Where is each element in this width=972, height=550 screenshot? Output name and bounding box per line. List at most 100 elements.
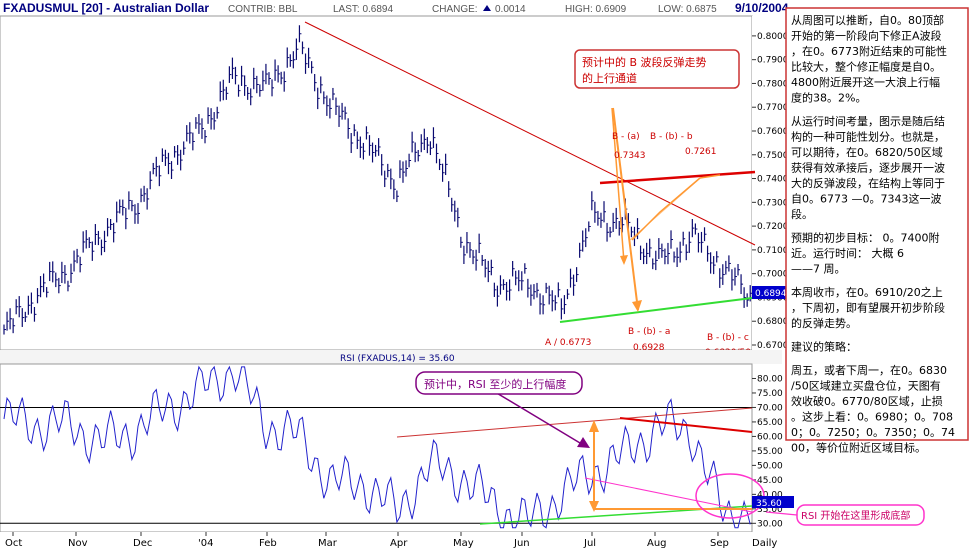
- annotation-line: 的反弹走势。: [791, 316, 857, 330]
- wave-label-bbb: B - (b) - b: [650, 132, 693, 142]
- rsi-title-bar: [0, 350, 782, 364]
- price-tick-label-7: 0.7300: [757, 198, 789, 208]
- wave-label-a: A / 0.6773: [545, 338, 591, 348]
- x-tick-label-1: Nov: [68, 538, 88, 549]
- wave-value-ba: 0.7343: [614, 151, 646, 161]
- rsi-tick-label-8: 40.00: [757, 490, 783, 500]
- annotation-line: 比较大，整个修正幅度是自0。: [791, 60, 941, 74]
- callout-arrow-2: [611, 107, 625, 263]
- price-tick-label-9: 0.7100: [757, 246, 789, 256]
- rsi-pink-line: [584, 477, 753, 513]
- channel-callout-text-1: 预计中的 B 波段反弹走势: [582, 55, 707, 69]
- rsi-last-value: 35.60: [756, 499, 782, 509]
- annotation-line: 。这步上看：0。6980；0。708: [791, 410, 953, 424]
- price-tick-label-3: 0.7700: [757, 103, 789, 113]
- rsi-callout-arrowhead-icon: [577, 437, 590, 448]
- price-bars: [3, 25, 753, 335]
- rsi-title: RSI (FXADUS,14) = 35.60: [340, 354, 455, 364]
- rsi-tick-label-1: 75.00: [757, 389, 783, 399]
- x-tick-label-11: Sep: [710, 538, 729, 549]
- upper-channel-line: [599, 170, 756, 185]
- x-axis: Oct Nov Dec '04 Feb Mar Apr May Jun Jul Aug Sep Dail…: [5, 532, 777, 549]
- rsi-tick-label-10: 30.00: [757, 519, 783, 529]
- rsi-upper-red: [619, 417, 753, 433]
- projection-path-2: [629, 179, 699, 241]
- chart-header: FXADUSMUL [20] - Australian Dollar CONTR…: [0, 0, 789, 16]
- rsi-tick-label-7: 45.00: [757, 476, 783, 486]
- annotation-line: 效收破0。6770/80区域，止损: [791, 394, 943, 408]
- symbol-title: FXADUSMUL [20] - Australian Dollar: [3, 1, 209, 15]
- contrib-label: CONTRIB: BBL: [228, 4, 298, 15]
- price-tick-label-6: 0.7400: [757, 175, 789, 185]
- x-tick-label-0: Oct: [5, 538, 22, 549]
- annotation-text: 从周图可以推断，自0。80顶部开始的第一阶段向下修正A波段，在0。6773附近结…: [791, 13, 955, 455]
- rsi-callout-arrow: [494, 391, 586, 447]
- high-label: HIGH: 0.6909: [565, 4, 627, 15]
- price-tick-label-13: 0.6700: [757, 341, 789, 351]
- annotation-line: 周五，或者下周一，在0。6830: [791, 364, 947, 377]
- x-tick-label-12: Daily: [752, 538, 777, 549]
- callout-arrow-1: [612, 107, 639, 311]
- annotation-line: /50区域建立买盘仓位，天图有: [791, 379, 941, 393]
- rsi-tick-label-9: 35.00: [757, 505, 783, 515]
- annotation-line: 获得有效承接后，逐步展开一波: [791, 161, 945, 175]
- rsi-last-badge: [752, 496, 794, 508]
- price-tick-label-2: 0.7800: [757, 79, 789, 89]
- x-tick-label-8: Jun: [513, 538, 530, 549]
- price-tick-label-1: 0.7900: [757, 56, 789, 66]
- annotation-line: 段。: [791, 207, 813, 221]
- annotation-line: 本周收市，在0。6910/20之上: [791, 285, 943, 299]
- annotation-line: 0；0。7250；0。7350；0。74: [791, 426, 955, 439]
- arrow-head-icon-2: [620, 255, 628, 265]
- rsi-tick-label-4: 60.00: [757, 432, 783, 442]
- last-price-badge: [752, 286, 786, 299]
- last-label: LAST: 0.6894: [333, 4, 393, 15]
- x-tick-label-3: '04: [198, 538, 213, 549]
- last-price-value: 0.6894: [755, 289, 787, 299]
- price-tick-label-0: 0.8000: [757, 32, 789, 42]
- rsi-tick-label-5: 55.00: [757, 447, 783, 457]
- rsi-panel: [0, 363, 753, 533]
- price-tick-label-4: 0.7600: [757, 127, 789, 137]
- support-line: [559, 297, 753, 323]
- wave-label-bbc: B - (b) - c: [707, 333, 749, 343]
- rsi-tick-label-6: 50.00: [757, 461, 783, 471]
- channel-callout-text-2: 的上行通道: [582, 71, 637, 85]
- wave-value-bba: 0.6928: [633, 343, 665, 353]
- rsi-axis: 80.00 75.00 70.00 65.00 60.00 55.00 50.00 45.00…: [752, 374, 783, 529]
- x-tick-label-4: Feb: [259, 538, 277, 549]
- annotation-line: 近。运行时间： 大概 6: [791, 246, 904, 260]
- price-tick-label-8: 0.7200: [757, 222, 789, 232]
- rsi-top-callout-box: [415, 371, 583, 395]
- channel-callout-box: [574, 49, 740, 89]
- annotation-line: 预期的初步目标： 0。7400附: [791, 231, 940, 245]
- rsi-gridlines: [0, 406, 752, 524]
- rsi-arrow-down-icon: [589, 501, 599, 512]
- rsi-upper-channel: [396, 407, 753, 438]
- annotation-line: 从运行时间考量，图示是随后结: [791, 114, 945, 128]
- x-tick-label-2: Dec: [133, 538, 152, 549]
- rsi-arrow-up-icon: [589, 420, 599, 432]
- rsi-tick-label-0: 80.00: [757, 374, 783, 384]
- low-label: LOW: 0.6875: [658, 4, 717, 15]
- rsi-top-callout-text: 预计中，RSI 至少的上行幅度: [424, 377, 566, 391]
- rsi-tick-label-2: 70.00: [757, 403, 783, 413]
- x-tick-label-10: Aug: [647, 538, 667, 549]
- date-label: 9/10/2004: [735, 1, 789, 15]
- callout-arrow-3: [699, 174, 721, 179]
- rsi-bottom-callout-arrow: [765, 511, 798, 516]
- wave-value-bbb: 0.7261: [685, 147, 717, 157]
- annotation-line: 开始的第一阶段向下修正A波段: [791, 29, 942, 43]
- rsi-line: [3, 365, 751, 529]
- downtrend-line: [304, 21, 756, 246]
- rsi-tick-label-3: 65.00: [757, 418, 783, 428]
- up-triangle-icon: [483, 5, 491, 11]
- annotation-line: ，下周初，即有望展开初步阶段: [791, 301, 945, 315]
- change-value: 0.0014: [495, 4, 526, 15]
- wave-label-bba: B - (b) - a: [628, 327, 670, 337]
- change-label: CHANGE:: [432, 4, 478, 15]
- annotation-line: 建议的策略：: [791, 340, 857, 354]
- annotation-line: 可以期待，在0。6820/50区域: [791, 145, 943, 159]
- price-tick-label-5: 0.7500: [757, 151, 789, 161]
